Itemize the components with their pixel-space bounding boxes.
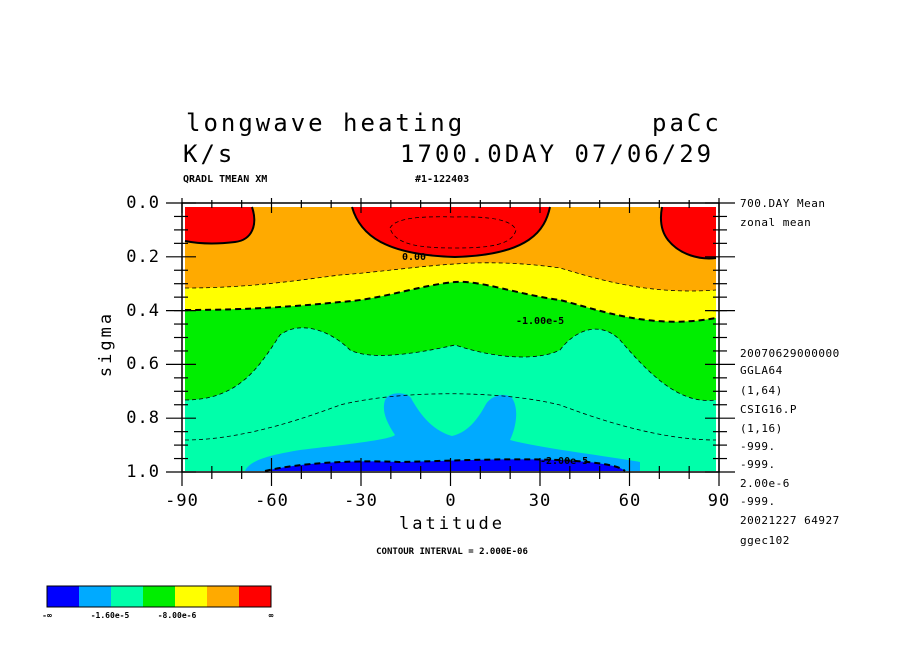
x-tick-label: -60 xyxy=(255,491,289,511)
x-tick-label: -90 xyxy=(165,491,199,511)
x-tick-label: 0 xyxy=(445,491,456,511)
units-label: K/s xyxy=(183,140,235,168)
contour-label-zero: 0.00 xyxy=(402,252,426,263)
time-info: 1700.0DAY 07/06/29 xyxy=(400,140,714,168)
x-tick-label: 30 xyxy=(529,491,551,511)
side-info-line: ggec102 xyxy=(740,534,790,547)
legend-label: -∞ xyxy=(42,611,52,620)
side-info-line: -999. xyxy=(740,440,776,453)
chart-title: longwave heating xyxy=(186,109,465,137)
contour-interval-label: CONTOUR INTERVAL = 2.000E-06 xyxy=(376,547,528,557)
model-code: paCc xyxy=(652,109,722,137)
contour-dashed-1 xyxy=(184,262,717,292)
legend-label: -8.00e-6 xyxy=(158,611,197,620)
x-tick-label: 90 xyxy=(708,491,730,511)
y-tick-label: 0.0 xyxy=(126,193,160,213)
contour-label-2e-5: -2.00e-5 xyxy=(540,456,588,467)
side-info-line: 20070629000000 xyxy=(740,347,840,360)
y-axis-label: sigma xyxy=(96,311,116,377)
y-tick-label: 0.2 xyxy=(126,247,160,267)
contour-zero-center xyxy=(351,206,551,259)
side-info-line: (1,16) xyxy=(740,422,783,435)
contour-dashed-3 xyxy=(389,216,517,249)
y-tick-label: 0.4 xyxy=(126,301,160,321)
y-tick-label: 0.6 xyxy=(126,354,160,374)
contour-label-1e-5: -1.00e-5 xyxy=(516,316,564,327)
legend-swatch xyxy=(239,586,271,607)
legend-border xyxy=(46,585,272,608)
legend-swatch xyxy=(207,586,239,607)
legend-swatch xyxy=(79,586,111,607)
contour-plot: 0.00 -1.00e-5 -2.00e-5 xyxy=(184,206,717,472)
y-tick-label: 0.8 xyxy=(126,408,160,428)
run-id: #1-122403 xyxy=(415,174,469,185)
side-info-line: -999. xyxy=(740,458,776,471)
contour-minus-1e-5 xyxy=(184,280,717,323)
contour-zero-north xyxy=(659,206,717,260)
legend-label: -1.60e-5 xyxy=(91,611,130,620)
side-info-line: (1,64) xyxy=(740,384,783,397)
fill-band-lightblue xyxy=(245,393,640,471)
contour-zero-south xyxy=(184,206,256,245)
side-info-line: CSIG16.P xyxy=(740,403,797,416)
variable-label: QRADL TMEAN XM xyxy=(183,174,267,185)
side-info-line: 700.DAY Mean xyxy=(740,197,825,210)
contour-dashed-2 xyxy=(184,327,717,401)
x-tick-label: 60 xyxy=(619,491,641,511)
legend-swatch xyxy=(47,586,79,607)
legend-swatch xyxy=(111,586,143,607)
fill-max-center xyxy=(352,207,550,257)
side-info-line: GGLA64 xyxy=(740,364,783,377)
contour-minus-2e-5 xyxy=(264,458,626,472)
color-legend xyxy=(46,585,272,608)
y-tick-label: 1.0 xyxy=(126,462,160,482)
x-tick-label: -30 xyxy=(344,491,378,511)
legend-label: ∞ xyxy=(269,611,274,620)
side-info-line: -999. xyxy=(740,495,776,508)
legend-swatch xyxy=(175,586,207,607)
side-info-line: zonal mean xyxy=(740,216,811,229)
side-info-line: 20021227 64927 xyxy=(740,514,840,527)
x-axis-label: latitude xyxy=(399,514,505,534)
fill-max-south xyxy=(185,207,255,244)
side-info-line: 2.00e-6 xyxy=(740,477,790,490)
axis-ticks xyxy=(166,198,735,486)
legend-swatch xyxy=(143,586,175,607)
